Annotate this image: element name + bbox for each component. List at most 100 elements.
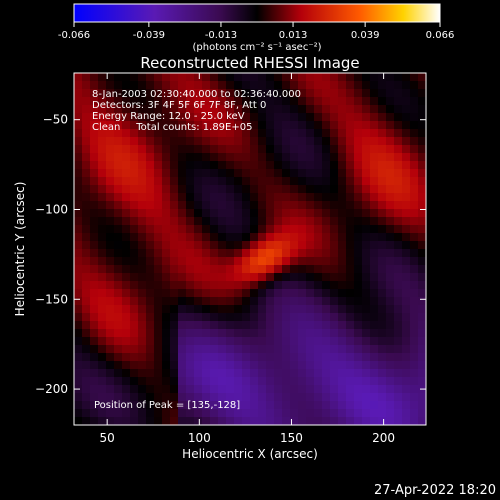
heatmap-cell: [122, 121, 131, 130]
heatmap-cell: [274, 377, 283, 386]
heatmap-cell: [282, 305, 291, 314]
heatmap-cell: [394, 297, 403, 306]
heatmap-cell: [82, 97, 91, 106]
heatmap-cell: [162, 385, 171, 394]
heatmap-cell: [330, 305, 339, 314]
heatmap-cell: [282, 177, 291, 186]
heatmap-cell: [234, 369, 243, 378]
heatmap-cell: [290, 297, 299, 306]
heatmap-cell: [170, 249, 179, 258]
heatmap-cell: [242, 97, 251, 106]
heatmap-cell: [154, 153, 163, 162]
heatmap-cell: [266, 417, 275, 425]
heatmap-cell: [362, 257, 371, 266]
heatmap-cell: [146, 217, 155, 226]
heatmap-cell: [234, 129, 243, 138]
heatmap-cell: [74, 113, 83, 122]
heatmap-cell: [274, 121, 283, 130]
heatmap-cell: [194, 393, 203, 402]
heatmap-cell: [178, 321, 187, 330]
heatmap-cell: [386, 417, 395, 425]
heatmap-cell: [202, 369, 211, 378]
heatmap-cell: [138, 241, 147, 250]
heatmap-cell: [138, 257, 147, 266]
heatmap-cell: [226, 297, 235, 306]
heatmap-cell: [370, 137, 379, 146]
heatmap-cell: [170, 201, 179, 210]
heatmap-cell: [130, 129, 139, 138]
heatmap-cell: [138, 417, 147, 425]
heatmap-cell: [402, 105, 411, 114]
heatmap-cell: [194, 337, 203, 346]
heatmap-cell: [130, 193, 139, 202]
heatmap-cell: [130, 409, 139, 418]
heatmap-cell: [98, 329, 107, 338]
heatmap-cell: [106, 185, 115, 194]
heatmap-cell: [338, 185, 347, 194]
heatmap-cell: [234, 185, 243, 194]
heatmap-cell: [146, 121, 155, 130]
heatmap-cell: [130, 121, 139, 130]
heatmap-cell: [266, 257, 275, 266]
heatmap-cell: [194, 137, 203, 146]
heatmap-cell: [346, 161, 355, 170]
heatmap-cell: [146, 145, 155, 154]
heatmap-cell: [194, 281, 203, 290]
heatmap-cell: [418, 321, 426, 330]
heatmap-cell: [258, 337, 267, 346]
heatmap-cell: [378, 337, 387, 346]
heatmap-cell: [266, 297, 275, 306]
heatmap-cell: [242, 249, 251, 258]
heatmap-cell: [322, 225, 331, 234]
heatmap-cell: [378, 313, 387, 322]
heatmap-cell: [274, 369, 283, 378]
heatmap-cell: [234, 345, 243, 354]
heatmap-cell: [282, 73, 291, 82]
heatmap-cell: [90, 297, 99, 306]
heatmap-cell: [226, 401, 235, 410]
heatmap-cell: [386, 97, 395, 106]
heatmap-cell: [242, 185, 251, 194]
heatmap-cell: [186, 409, 195, 418]
heatmap-cell: [266, 249, 275, 258]
heatmap-cell: [258, 377, 267, 386]
heatmap-cell: [274, 361, 283, 370]
heatmap-cell: [410, 73, 419, 82]
heatmap-cell: [338, 161, 347, 170]
heatmap-cell: [378, 401, 387, 410]
heatmap-cell: [170, 321, 179, 330]
heatmap-cell: [338, 273, 347, 282]
heatmap-cell: [274, 129, 283, 138]
heatmap-cell: [162, 105, 171, 114]
heatmap-cell: [418, 289, 426, 298]
heatmap-cell: [82, 257, 91, 266]
heatmap-cell: [186, 233, 195, 242]
heatmap-cell: [394, 409, 403, 418]
heatmap-cell: [354, 121, 363, 130]
heatmap-cell: [370, 289, 379, 298]
heatmap-cell: [194, 361, 203, 370]
chart-title: Reconstructed RHESSI Image: [140, 54, 359, 72]
heatmap-cell: [274, 209, 283, 218]
heatmap-cell: [98, 377, 107, 386]
heatmap-cell: [194, 353, 203, 362]
heatmap-cell: [362, 305, 371, 314]
heatmap-cell: [122, 161, 131, 170]
heatmap-cell: [394, 361, 403, 370]
heatmap-cell: [90, 241, 99, 250]
heatmap-cell: [122, 81, 131, 90]
heatmap-cell: [122, 145, 131, 154]
heatmap-cell: [378, 417, 387, 425]
heatmap-cell: [274, 233, 283, 242]
heatmap-cell: [146, 185, 155, 194]
heatmap-cell: [378, 145, 387, 154]
heatmap-cell: [178, 209, 187, 218]
heatmap-cell: [314, 97, 323, 106]
heatmap-cell: [154, 169, 163, 178]
heatmap-cell: [114, 377, 123, 386]
heatmap-cell: [274, 273, 283, 282]
heatmap-cell: [210, 233, 219, 242]
heatmap-cell: [330, 385, 339, 394]
heatmap-cell: [210, 249, 219, 258]
heatmap-cell: [354, 233, 363, 242]
